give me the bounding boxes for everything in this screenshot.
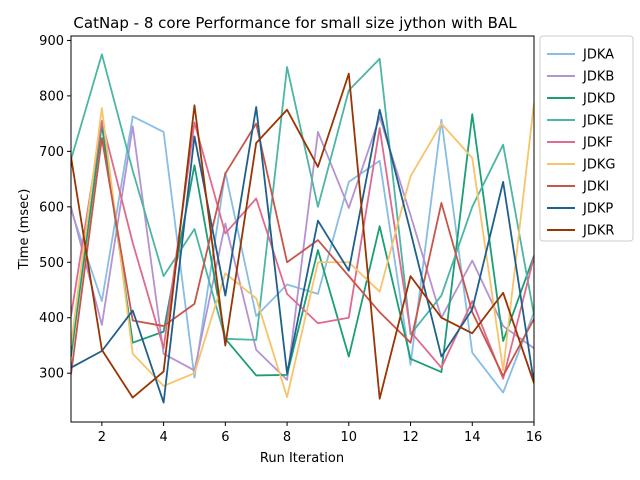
y-tick-label: 700 [39,145,64,160]
x-axis-ticks: 2 4 6 8 10 12 14 16 [98,422,543,445]
x-axis-title: Run Iteration [260,451,344,466]
y-tick-label: 400 [39,311,64,326]
y-tick-label: 800 [39,89,64,104]
x-tick-label: 10 [341,430,358,445]
legend-label-jdki: JDKI [582,180,609,195]
series-lines [71,53,534,404]
x-tick-label: 16 [526,430,543,445]
series-line-jdkp [71,106,534,404]
x-tick-label: 6 [221,430,229,445]
y-axis-ticks: 300 400 500 600 700 800 900 [39,34,71,382]
legend-label-jdkf: JDKF [582,136,613,151]
legend-label-jdkb: JDKB [582,70,614,85]
legend: JDKA JDKB JDKD JDKE JDKF JDKG JDKI JDKP JDKR [539,35,634,242]
x-tick-label: 4 [159,430,167,445]
y-tick-label: 300 [39,367,64,382]
x-tick-label: 8 [283,430,291,445]
chart-title: CatNap - 8 core Performance for small si… [73,14,517,32]
legend-label-jdkg: JDKG [582,158,615,173]
legend-label-jdkp: JDKP [582,202,613,217]
series-line-jdkr [71,72,534,400]
series-line-jdki [71,122,534,377]
x-tick-label: 2 [98,430,106,445]
y-axis-title: Time (msec) [17,189,32,271]
legend-label-jdkd: JDKD [582,92,615,107]
series-line-jdkg [71,103,534,398]
legend-label-jdka: JDKA [582,48,614,63]
plot-frame [70,35,535,423]
series-line-jdkb [71,116,534,381]
x-tick-label: 14 [464,430,481,445]
x-tick-label: 12 [402,430,419,445]
series-line-jdkd [71,113,534,377]
y-tick-label: 500 [39,256,64,271]
legend-label-jdke: JDKE [582,114,614,129]
legend-label-jdkr: JDKR [582,224,614,239]
y-tick-label: 600 [39,200,64,215]
legend-box [539,35,634,242]
y-tick-label: 900 [39,34,64,49]
